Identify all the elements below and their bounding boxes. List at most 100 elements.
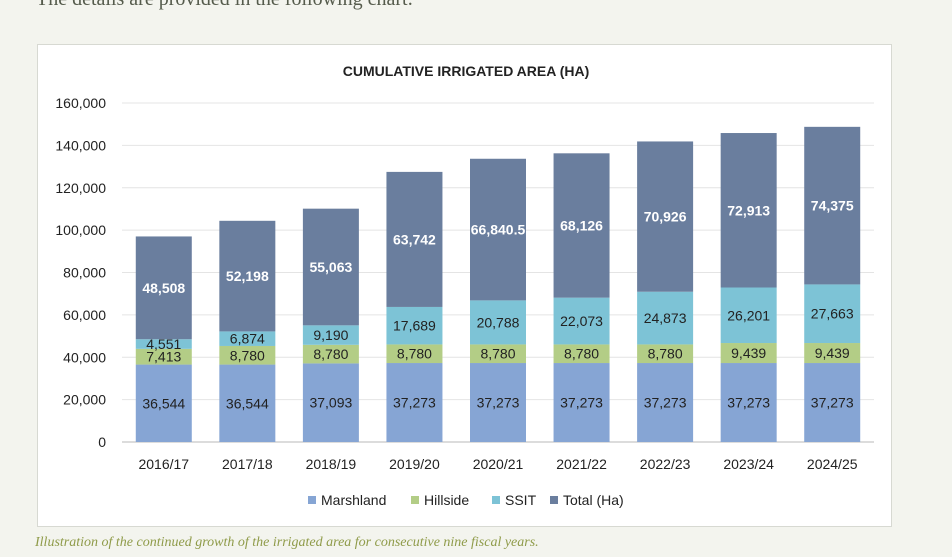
bar-segment-marshland [302,363,359,442]
legend: Marshland Hillside SSIT Total (Ha) [308,492,624,508]
bar-segment-total-ha [720,133,777,288]
bar-segment-hillside [804,343,861,364]
data-label: 37,273 [560,395,603,411]
data-label: 74,375 [811,198,854,214]
y-tick-label: 20,000 [63,392,106,408]
data-label: 7,413 [146,349,181,365]
chart-title: CUMULATIVE IRRIGATED AREA (HA) [343,63,590,79]
data-label: 63,742 [393,231,436,247]
data-label: 37,273 [477,395,520,411]
bar-segment-marshland [470,363,526,442]
data-label: 22,073 [560,313,603,329]
stacked-bar-chart: CUMULATIVE IRRIGATED AREA (HA) 0 20,000 40… [55,63,874,508]
x-axis: 2016/17 2017/18 2018/19 2019/20 2020/21 2021/… [138,456,857,472]
legend-label: Marshland [321,492,386,508]
data-label: 48,508 [142,280,185,296]
bar-segment-hillside [470,344,526,364]
data-label: 55,063 [309,259,352,275]
data-label: 72,913 [727,202,770,218]
data-label: 37,273 [811,395,854,411]
data-label: 70,926 [644,209,687,225]
data-label: 8,780 [648,346,683,362]
legend-label: Hillside [424,492,469,508]
data-label: 6,874 [230,331,265,347]
legend-swatch [411,496,419,504]
data-label: 37,093 [309,395,352,411]
bar-segment-ssit [553,297,610,345]
bar-segment-hillside [553,344,610,364]
data-label: 8,780 [313,346,348,362]
bar-segment-marshland [804,363,861,442]
data-label: 24,873 [644,310,687,326]
bar-segment-marshland [135,364,192,442]
y-tick-label: 100,000 [55,222,106,238]
y-tick-label: 0 [98,434,106,450]
bar-segment-total-ha [470,158,526,301]
x-tick-label: 2019/20 [389,456,440,472]
bar-segment-hillside [386,344,443,364]
bar-segment-hillside [637,344,694,364]
data-label: 8,780 [397,346,432,362]
data-label: 20,788 [477,314,520,330]
y-tick-label: 140,000 [55,137,106,153]
bar-segment-marshland [553,363,610,442]
bar-segment-marshland [637,363,694,442]
bar-segment-hillside [720,343,777,364]
x-tick-label: 2018/19 [306,456,357,472]
data-label: 9,439 [731,345,766,361]
bar-segment-total-ha [219,220,276,332]
bar-segment-ssit [637,291,694,345]
data-label: 68,126 [560,217,603,233]
bar-segment-total-ha [135,236,192,340]
bar-segment-ssit [135,339,192,349]
bar-segment-ssit [219,331,276,346]
bar-segment-ssit [470,300,526,345]
data-label: 17,689 [393,318,436,334]
y-tick-label: 160,000 [55,95,106,111]
y-axis: 0 20,000 40,000 60,000 80,000 100,000 120,000 1… [55,95,106,450]
x-tick-label: 2017/18 [222,456,273,472]
chart-container: CUMULATIVE IRRIGATED AREA (HA) 0 20,000 40… [37,44,892,527]
data-label: 27,663 [811,306,854,322]
bar-segment-marshland [720,363,777,442]
x-tick-label: 2021/22 [556,456,607,472]
data-label: 9,439 [815,345,850,361]
x-tick-label: 2016/17 [138,456,189,472]
bar-segment-hillside [219,345,276,365]
legend-label: Total (Ha) [563,492,624,508]
bar-segment-total-ha [804,126,861,285]
bar-segment-total-ha [302,208,359,326]
x-tick-label: 2023/24 [723,456,774,472]
bar-segment-marshland [219,364,276,442]
bar-segment-total-ha [637,141,694,292]
y-tick-label: 80,000 [63,265,106,281]
data-label: 9,190 [313,327,348,343]
bar-segment-ssit [386,306,443,345]
x-tick-label: 2020/21 [473,456,524,472]
data-label: 8,780 [230,347,265,363]
bar-segment-hillside [135,348,192,365]
bar-segment-total-ha [553,153,610,298]
x-tick-label: 2024/25 [807,456,858,472]
legend-swatch [308,496,316,504]
data-label: 37,273 [393,395,436,411]
data-label: 37,273 [644,395,687,411]
bar-segment-ssit [302,325,359,345]
intro-text: The details are provided in the followin… [36,0,413,11]
bar-segment-marshland [386,363,443,442]
bars: 36,5447,4134,55148,50836,5448,7806,87452… [135,126,861,442]
data-label: 37,273 [727,395,770,411]
data-label: 4,551 [146,336,181,352]
legend-swatch [492,496,500,504]
data-label: 52,198 [226,268,269,284]
y-tick-label: 120,000 [55,180,106,196]
bar-segment-total-ha [386,171,443,307]
data-label: 26,201 [727,307,770,323]
data-label: 66,840.5 [471,222,526,238]
x-tick-label: 2022/23 [640,456,691,472]
legend-swatch [550,496,558,504]
data-label: 36,544 [142,395,185,411]
figure-caption: Illustration of the continued growth of … [35,535,539,550]
bar-segment-ssit [720,287,777,344]
y-tick-label: 40,000 [63,349,106,365]
